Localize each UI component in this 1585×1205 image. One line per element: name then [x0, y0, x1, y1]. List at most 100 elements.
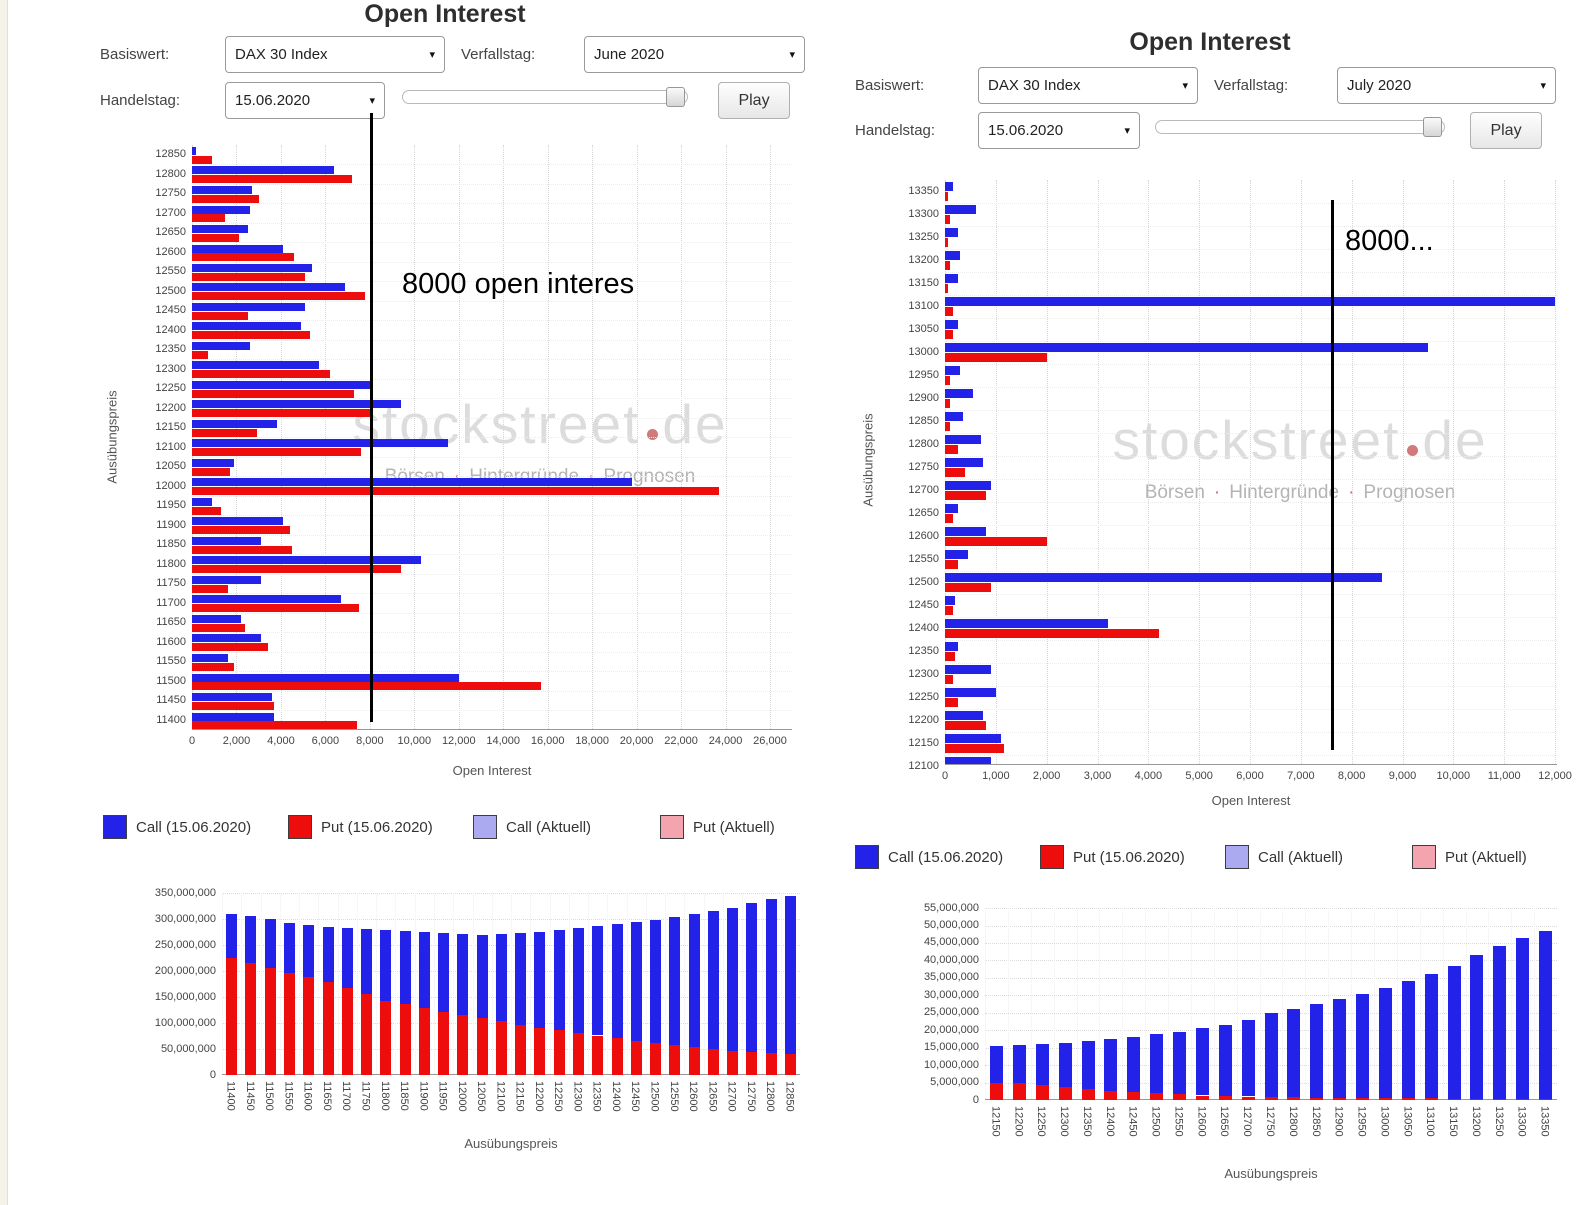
call-bar	[945, 412, 963, 422]
basiswert-select[interactable]: DAX 30 Index ▾	[225, 36, 445, 73]
put-bar	[245, 963, 257, 1075]
legend-item[interactable]: Put (15.06.2020)	[288, 815, 433, 839]
put-bar	[192, 194, 259, 203]
x-axis-tick-label: 14,000	[486, 735, 521, 747]
gridline-vertical	[1145, 908, 1147, 1099]
handelstag-select[interactable]: 15.06.2020 ▾	[225, 82, 385, 119]
put-bar	[765, 1052, 777, 1075]
strike-label: 11950	[436, 1081, 449, 1111]
call-bar	[1058, 1042, 1072, 1087]
strike-label: 12750	[908, 461, 939, 473]
strike-label: 11750	[359, 1081, 372, 1111]
strike-label: 12750	[155, 187, 186, 199]
legend-item[interactable]: Call (Aktuell)	[473, 815, 591, 839]
legend-item[interactable]: Call (15.06.2020)	[103, 815, 251, 839]
gridline-vertical	[1351, 180, 1353, 764]
put-bar	[945, 284, 949, 294]
call-bar	[945, 550, 968, 560]
chevron-down-icon: ▾	[789, 49, 795, 61]
put-bar	[192, 448, 361, 456]
chevron-down-icon: ▾	[1540, 80, 1546, 92]
call-bar	[192, 478, 633, 487]
strike-label: 11800	[378, 1081, 391, 1111]
put-bar	[192, 350, 208, 359]
play-button[interactable]: Play	[718, 82, 790, 119]
call-bar	[1493, 946, 1507, 1099]
put-bar	[418, 1008, 430, 1075]
put-bar	[192, 389, 355, 398]
call-bar	[945, 435, 981, 445]
verfallstag-select[interactable]: July 2020 ▾	[1337, 67, 1556, 104]
chevron-down-icon: ▾	[369, 95, 375, 107]
put-bar	[192, 428, 257, 437]
strike-label: 11850	[398, 1081, 410, 1111]
strike-label: 12450	[1126, 1106, 1139, 1137]
legend: Call (15.06.2020) Put (15.06.2020) Call (A…	[0, 815, 810, 845]
strike-label: 11550	[156, 655, 186, 667]
x-axis-tick-label: 2,000	[222, 735, 251, 747]
call-bar	[1287, 1009, 1301, 1098]
legend-item[interactable]: Put (Aktuell)	[1412, 845, 1527, 869]
call-bar	[945, 734, 1001, 744]
put-bar	[192, 643, 268, 651]
legend-item[interactable]: Call (15.06.2020)	[855, 845, 1003, 869]
plot-area	[945, 180, 1557, 765]
slider-thumb[interactable]	[1423, 117, 1442, 137]
verfallstag-select[interactable]: June 2020 ▾	[584, 36, 805, 73]
strike-label: 12150	[155, 421, 186, 433]
strike-label: 12250	[155, 382, 186, 394]
basiswert-select[interactable]: DAX 30 Index ▾	[978, 67, 1198, 104]
legend-label: Put (15.06.2020)	[1073, 848, 1185, 866]
strike-label: 12250	[552, 1081, 565, 1112]
x-axis-tick-label: 5,000	[1185, 770, 1213, 782]
put-bar	[1150, 1093, 1164, 1100]
legend-item[interactable]: Put (15.06.2020)	[1040, 845, 1185, 869]
put-bar	[945, 629, 1159, 639]
handelstag-label: Handelstag:	[855, 122, 936, 139]
put-bar	[945, 330, 953, 340]
strike-label: 12600	[1195, 1106, 1208, 1137]
timeline-slider[interactable]	[1155, 117, 1445, 137]
strike-label: 12100	[494, 1081, 507, 1112]
put-bar	[553, 1030, 565, 1075]
gridline-vertical	[1305, 908, 1307, 1099]
gridline-horizontal	[192, 339, 792, 341]
call-bar	[192, 225, 248, 233]
put-bar	[945, 514, 953, 524]
x-axis-title: Open Interest	[1211, 793, 1291, 808]
call-bar	[1081, 1041, 1095, 1089]
put-bar	[1058, 1086, 1072, 1100]
call-bar	[945, 343, 1428, 353]
call-bar	[245, 916, 257, 964]
strike-label: 13100	[908, 300, 939, 312]
strike-label: 12200	[908, 714, 939, 726]
put-bar	[192, 506, 221, 515]
handelstag-select[interactable]: 15.06.2020 ▾	[978, 112, 1140, 149]
slider-thumb[interactable]	[666, 87, 685, 107]
gridline-horizontal	[192, 710, 792, 711]
x-axis-tick-label: 12,000	[441, 735, 476, 747]
play-button[interactable]: Play	[1470, 112, 1542, 149]
put-bar	[192, 175, 353, 183]
legend-item[interactable]: Put (Aktuell)	[660, 815, 775, 839]
gridline-vertical	[1465, 908, 1467, 1099]
call-bar	[1012, 1044, 1026, 1084]
put-bar	[1195, 1095, 1209, 1100]
timeline-slider[interactable]	[402, 87, 688, 107]
y-axis-tick-label: 150,000,000	[154, 990, 216, 1003]
legend-swatch	[1040, 845, 1064, 869]
y-axis-tick-label: 300,000,000	[154, 912, 216, 925]
put-bar	[192, 682, 541, 690]
call-bar	[1218, 1024, 1232, 1097]
strike-label: 11450	[243, 1081, 256, 1111]
gridline-horizontal	[985, 942, 1557, 944]
gridline-vertical	[453, 893, 455, 1074]
gridline-horizontal	[945, 432, 1557, 434]
strike-label: 12900	[908, 392, 939, 404]
legend-item[interactable]: Call (Aktuell)	[1225, 845, 1343, 869]
y-axis-tick-label: 55,000,000	[923, 901, 979, 914]
call-bar	[1104, 1039, 1118, 1091]
gridline-vertical	[241, 893, 243, 1074]
gridline-horizontal	[945, 616, 1557, 618]
call-bar	[192, 517, 284, 526]
